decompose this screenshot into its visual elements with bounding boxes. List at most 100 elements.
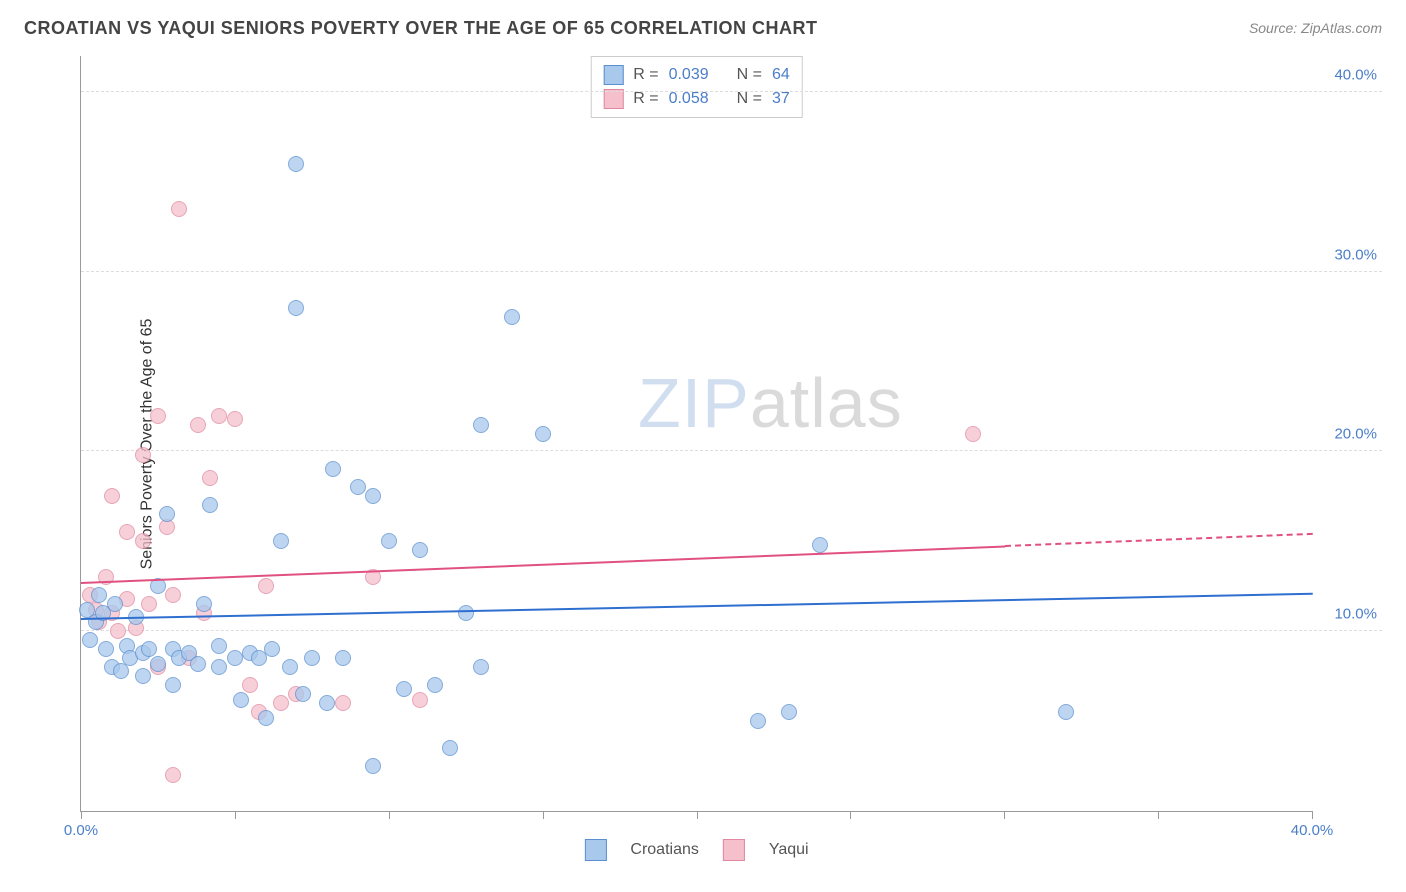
ytick-label: 20.0% bbox=[1334, 426, 1377, 443]
xtick-label: 40.0% bbox=[1291, 822, 1334, 839]
scatter-point-yaqui bbox=[104, 488, 120, 504]
scatter-point-yaqui bbox=[242, 677, 258, 693]
n-label: N = bbox=[737, 66, 762, 84]
scatter-point-croatians bbox=[258, 710, 274, 726]
swatch-yaqui-icon bbox=[603, 89, 623, 109]
scatter-point-croatians bbox=[442, 740, 458, 756]
scatter-point-croatians bbox=[504, 309, 520, 325]
scatter-point-croatians bbox=[282, 659, 298, 675]
scatter-point-croatians bbox=[458, 605, 474, 621]
scatter-point-croatians bbox=[141, 641, 157, 657]
scatter-point-croatians bbox=[473, 417, 489, 433]
watermark: ZIPatlas bbox=[638, 363, 903, 443]
scatter-point-croatians bbox=[350, 479, 366, 495]
r-label: R = bbox=[633, 90, 658, 108]
stats-legend: R = 0.039 N = 64 R = 0.058 N = 37 bbox=[590, 56, 803, 118]
scatter-point-croatians bbox=[288, 156, 304, 172]
scatter-point-yaqui bbox=[202, 470, 218, 486]
source-label: Source: bbox=[1249, 20, 1301, 36]
gridline-h bbox=[81, 91, 1382, 92]
scatter-point-yaqui bbox=[119, 524, 135, 540]
scatter-point-croatians bbox=[264, 641, 280, 657]
r-value-yaqui: 0.058 bbox=[669, 90, 709, 108]
xtick bbox=[1312, 811, 1313, 819]
scatter-point-croatians bbox=[335, 650, 351, 666]
scatter-point-croatians bbox=[365, 758, 381, 774]
scatter-point-croatians bbox=[781, 704, 797, 720]
chart-title: CROATIAN VS YAQUI SENIORS POVERTY OVER T… bbox=[24, 18, 817, 39]
xtick bbox=[543, 811, 544, 819]
scatter-point-croatians bbox=[381, 533, 397, 549]
n-value-yaqui: 37 bbox=[772, 90, 790, 108]
scatter-point-croatians bbox=[295, 686, 311, 702]
n-label: N = bbox=[737, 90, 762, 108]
xtick bbox=[235, 811, 236, 819]
xtick bbox=[1004, 811, 1005, 819]
ytick-label: 40.0% bbox=[1334, 66, 1377, 83]
scatter-point-croatians bbox=[91, 587, 107, 603]
scatter-point-yaqui bbox=[135, 447, 151, 463]
source-name: ZipAtlas.com bbox=[1301, 20, 1382, 36]
scatter-point-croatians bbox=[473, 659, 489, 675]
scatter-point-yaqui bbox=[165, 587, 181, 603]
scatter-point-croatians bbox=[190, 656, 206, 672]
scatter-point-croatians bbox=[211, 638, 227, 654]
legend-swatch-croatians-icon bbox=[584, 839, 606, 861]
scatter-point-croatians bbox=[288, 300, 304, 316]
stats-row-croatians: R = 0.039 N = 64 bbox=[603, 63, 790, 87]
chart-area: Seniors Poverty Over the Age of 65 ZIPat… bbox=[50, 56, 1382, 832]
scatter-point-yaqui bbox=[965, 426, 981, 442]
plot-area: ZIPatlas R = 0.039 N = 64 R = 0.058 N = … bbox=[80, 56, 1312, 812]
scatter-point-croatians bbox=[211, 659, 227, 675]
scatter-point-yaqui bbox=[258, 578, 274, 594]
watermark-atlas: atlas bbox=[750, 364, 903, 442]
xtick bbox=[697, 811, 698, 819]
scatter-point-yaqui bbox=[335, 695, 351, 711]
xtick bbox=[81, 811, 82, 819]
gridline-h bbox=[81, 450, 1382, 451]
xtick-label: 0.0% bbox=[64, 822, 98, 839]
scatter-point-yaqui bbox=[273, 695, 289, 711]
scatter-point-croatians bbox=[325, 461, 341, 477]
xtick bbox=[389, 811, 390, 819]
scatter-point-yaqui bbox=[135, 533, 151, 549]
r-label: R = bbox=[633, 66, 658, 84]
scatter-point-yaqui bbox=[150, 408, 166, 424]
gridline-h bbox=[81, 271, 1382, 272]
scatter-point-croatians bbox=[227, 650, 243, 666]
scatter-point-croatians bbox=[82, 632, 98, 648]
scatter-point-croatians bbox=[365, 488, 381, 504]
scatter-point-croatians bbox=[273, 533, 289, 549]
scatter-point-croatians bbox=[165, 677, 181, 693]
scatter-point-croatians bbox=[396, 681, 412, 697]
scatter-point-yaqui bbox=[165, 767, 181, 783]
bottom-legend: Croatians Yaqui bbox=[584, 839, 808, 861]
trendline-yaqui-dash bbox=[1005, 533, 1313, 547]
ytick-label: 30.0% bbox=[1334, 246, 1377, 263]
scatter-point-yaqui bbox=[190, 417, 206, 433]
scatter-point-croatians bbox=[304, 650, 320, 666]
xtick bbox=[1158, 811, 1159, 819]
scatter-point-yaqui bbox=[171, 201, 187, 217]
n-value-croatians: 64 bbox=[772, 66, 790, 84]
scatter-point-croatians bbox=[750, 713, 766, 729]
scatter-point-yaqui bbox=[141, 596, 157, 612]
scatter-point-croatians bbox=[319, 695, 335, 711]
swatch-croatians-icon bbox=[603, 65, 623, 85]
scatter-point-croatians bbox=[812, 537, 828, 553]
watermark-zip: ZIP bbox=[638, 364, 750, 442]
trendline-croatians bbox=[81, 592, 1313, 619]
xtick bbox=[850, 811, 851, 819]
scatter-point-yaqui bbox=[211, 408, 227, 424]
scatter-point-yaqui bbox=[110, 623, 126, 639]
scatter-point-yaqui bbox=[227, 411, 243, 427]
scatter-point-croatians bbox=[196, 596, 212, 612]
scatter-point-croatians bbox=[412, 542, 428, 558]
scatter-point-croatians bbox=[535, 426, 551, 442]
trendline-yaqui bbox=[81, 545, 1005, 583]
legend-label-croatians: Croatians bbox=[630, 841, 698, 859]
ytick-label: 10.0% bbox=[1334, 606, 1377, 623]
scatter-point-croatians bbox=[1058, 704, 1074, 720]
legend-label-yaqui: Yaqui bbox=[769, 841, 809, 859]
scatter-point-yaqui bbox=[412, 692, 428, 708]
